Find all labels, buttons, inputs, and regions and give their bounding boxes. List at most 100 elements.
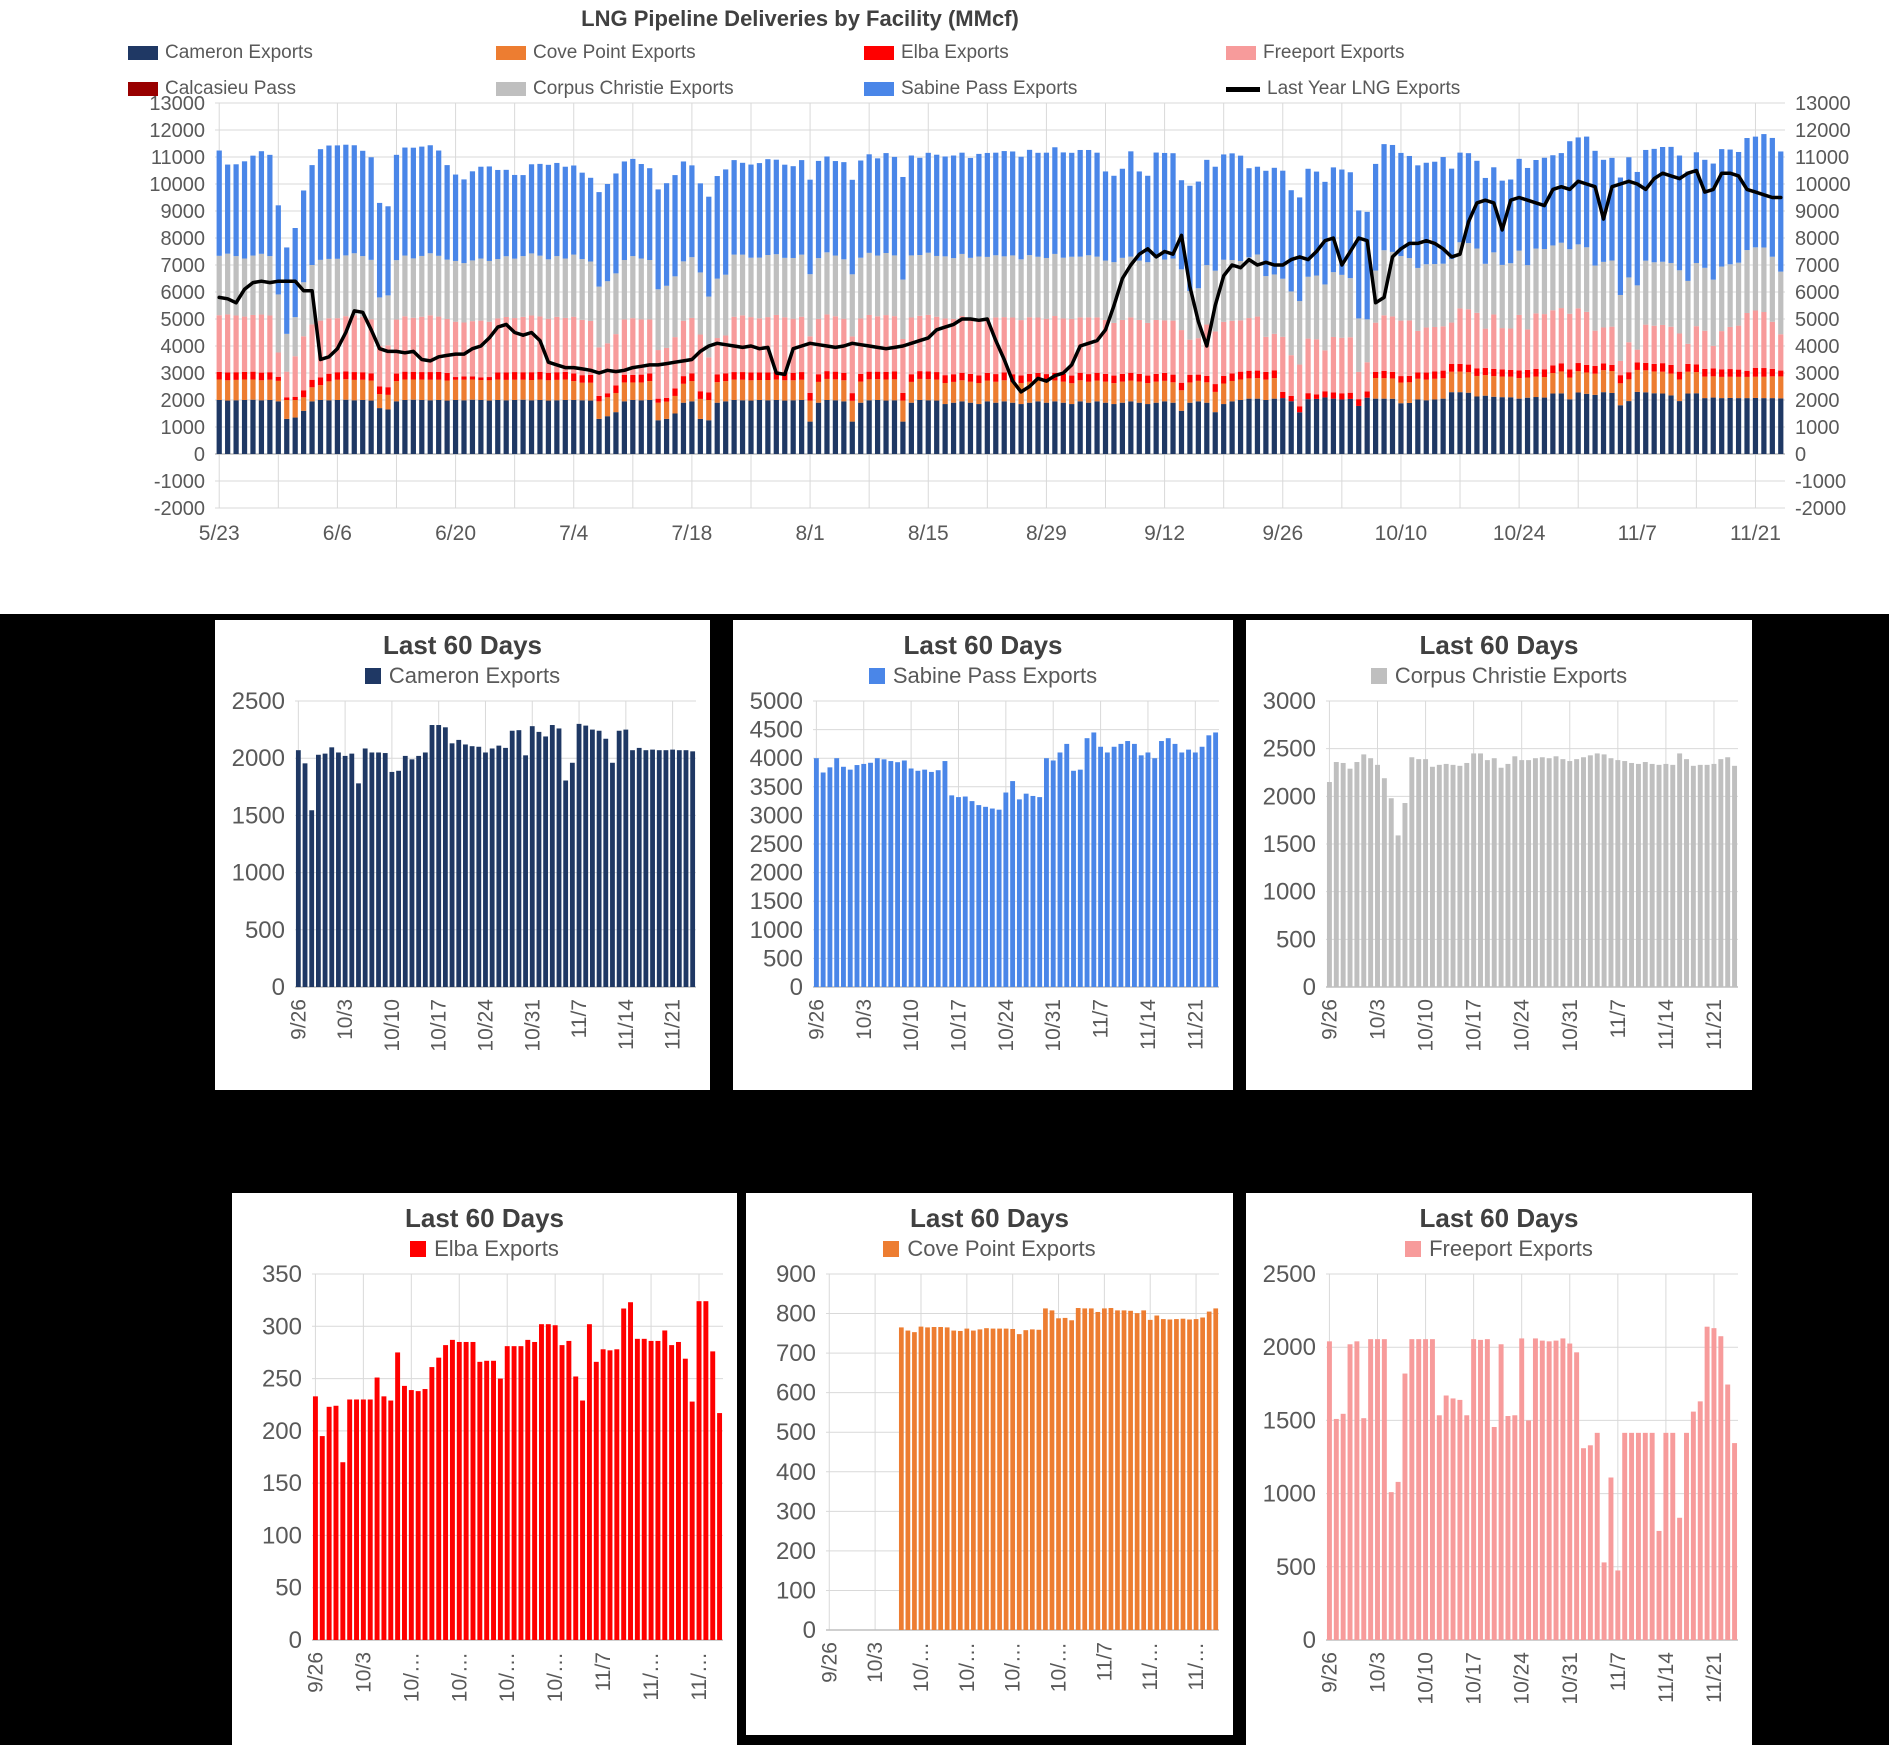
bar-swatch-icon [128, 46, 158, 60]
subchart-cove-panel: Last 60 Days Cove Point Exports 0 100 200 3… [746, 1193, 1233, 1735]
bar-swatch-icon [496, 82, 526, 96]
subchart-cameron-panel: Last 60 Days Cameron Exports 0 500 1000 150… [215, 620, 710, 1090]
svg-text:10/3: 10/3 [1367, 999, 1390, 1040]
svg-text:8000: 8000 [1795, 228, 1840, 250]
svg-text:10/31: 10/31 [521, 999, 544, 1052]
svg-text:500: 500 [763, 945, 803, 972]
svg-text:10/…: 10/… [496, 1652, 519, 1702]
svg-text:10/31: 10/31 [1559, 1652, 1582, 1705]
bar-swatch-icon [864, 46, 894, 60]
legend-item-cameron-exports: Cameron Exports [128, 40, 496, 66]
corpus-legend-label: Corpus Christie Exports [1394, 663, 1628, 688]
svg-text:7000: 7000 [1795, 255, 1840, 277]
legend-item-calcasieu-pass: Calcasieu Pass [128, 76, 496, 102]
svg-text:10/10: 10/10 [1375, 522, 1428, 545]
bars-elba60 [312, 1301, 723, 1640]
svg-text:11/21: 11/21 [1184, 999, 1207, 1050]
subchart-freeport-panel: Last 60 Days Freeport Exports 0 500 1000 15… [1246, 1193, 1752, 1745]
subchart-title: Last 60 Days [1419, 630, 1579, 660]
svg-text:10/10: 10/10 [900, 999, 923, 1052]
svg-text:1000: 1000 [232, 860, 285, 887]
legend-item-label: Last Year LNG Exports [1267, 78, 1461, 99]
svg-text:900: 900 [776, 1264, 816, 1288]
svg-text:3000: 3000 [161, 363, 206, 385]
svg-text:10000: 10000 [149, 174, 205, 196]
svg-text:-2000: -2000 [154, 498, 205, 520]
svg-text:300: 300 [262, 1313, 302, 1340]
svg-text:10/10: 10/10 [1415, 999, 1438, 1052]
subchart-freeport-svg: 0 500 1000 1500 2000 2500 9/26 10/3 10/10 10/17 10… [1263, 1261, 1738, 1705]
svg-text:11/14: 11/14 [1655, 999, 1678, 1050]
elba-legend-label: Elba Exports [434, 1236, 559, 1261]
subchart-legend: Cove Point Exports [746, 1234, 1233, 1264]
freeport-legend-label: Freeport Exports [1429, 1236, 1593, 1261]
svg-text:2500: 2500 [1263, 1264, 1316, 1288]
svg-text:8/29: 8/29 [1026, 522, 1067, 545]
svg-text:10/…: 10/… [1002, 1642, 1025, 1692]
svg-text:-2000: -2000 [1795, 498, 1846, 520]
svg-text:400: 400 [776, 1459, 816, 1486]
svg-text:8/15: 8/15 [908, 522, 949, 545]
svg-text:100: 100 [262, 1522, 302, 1549]
main-chart-title: LNG Pipeline Deliveries by Facility (MMc… [581, 6, 1019, 31]
freeport-legend-swatch [1405, 1241, 1422, 1257]
svg-text:11/…: 11/… [640, 1652, 663, 1701]
svg-text:5000: 5000 [750, 691, 803, 715]
svg-text:10/3: 10/3 [1367, 1652, 1390, 1693]
svg-text:500: 500 [1276, 926, 1316, 953]
bars-corpus60 [1326, 753, 1738, 987]
svg-text:9/26: 9/26 [304, 1652, 327, 1693]
bars-cameron60 [295, 723, 696, 987]
sub-gridlines [826, 1273, 1219, 1631]
sub-gridlines [312, 1273, 723, 1641]
legend-item-corpus-christie-exports: Corpus Christie Exports [496, 76, 864, 102]
svg-text:11/14: 11/14 [615, 999, 638, 1050]
subchart-legend: Elba Exports [232, 1234, 737, 1264]
svg-text:10/31: 10/31 [1559, 999, 1582, 1052]
svg-text:3500: 3500 [750, 774, 803, 801]
svg-text:12000: 12000 [1795, 120, 1851, 142]
svg-text:1500: 1500 [1263, 1407, 1316, 1434]
cameron-legend-swatch [364, 668, 381, 684]
svg-text:9/26: 9/26 [1318, 1652, 1341, 1693]
svg-text:10/…: 10/… [400, 1652, 423, 1702]
svg-text:9/26: 9/26 [287, 999, 310, 1040]
svg-text:0: 0 [272, 974, 285, 1001]
svg-text:1000: 1000 [750, 917, 803, 944]
svg-text:0: 0 [1795, 444, 1806, 466]
svg-text:10/…: 10/… [910, 1642, 933, 1692]
svg-text:13000: 13000 [1795, 95, 1851, 115]
legend-item-label: Freeport Exports [1263, 42, 1405, 63]
svg-text:9/26: 9/26 [1262, 522, 1303, 545]
bar-swatch-icon [864, 82, 894, 96]
elba-legend-swatch [410, 1241, 427, 1257]
svg-text:-1000: -1000 [1795, 471, 1846, 493]
subchart-sabine-svg: 0500100015002000250030003500400045005000… [750, 688, 1219, 1052]
svg-text:700: 700 [776, 1340, 816, 1367]
svg-text:1000: 1000 [1795, 417, 1840, 439]
svg-text:7/18: 7/18 [671, 522, 712, 545]
svg-text:9/12: 9/12 [1144, 522, 1185, 545]
bars-cameron-exports [216, 391, 1784, 454]
subchart-title: Last 60 Days [1419, 1203, 1579, 1233]
sub-axis-labels: 0 500 1000 1500 2000 2500 9/26 10/3 10/10 10/17 10… [1263, 1261, 1726, 1705]
svg-text:250: 250 [262, 1366, 302, 1393]
sub-gridlines [813, 700, 1219, 988]
bars-elba-exports [216, 362, 1784, 413]
svg-text:1500: 1500 [750, 888, 803, 915]
svg-text:5/23: 5/23 [199, 522, 240, 545]
sub-axis-labels: 0500100015002000250030003500400045005000… [750, 688, 1208, 1052]
svg-text:4000: 4000 [750, 745, 803, 772]
svg-text:5000: 5000 [161, 309, 206, 331]
svg-text:2000: 2000 [750, 860, 803, 887]
svg-text:-1000: -1000 [154, 471, 205, 493]
svg-text:2000: 2000 [1795, 390, 1840, 412]
svg-text:11/21: 11/21 [1730, 522, 1781, 545]
svg-text:500: 500 [245, 917, 285, 944]
svg-text:11/14: 11/14 [1137, 999, 1160, 1050]
sub-axis-labels: 0 50 100 150 200 250 300 350 9/26 10/3 10/… 10/… 10/… [262, 1261, 711, 1702]
svg-text:100: 100 [776, 1577, 816, 1604]
svg-text:2000: 2000 [1263, 1334, 1316, 1361]
svg-text:350: 350 [262, 1264, 302, 1288]
